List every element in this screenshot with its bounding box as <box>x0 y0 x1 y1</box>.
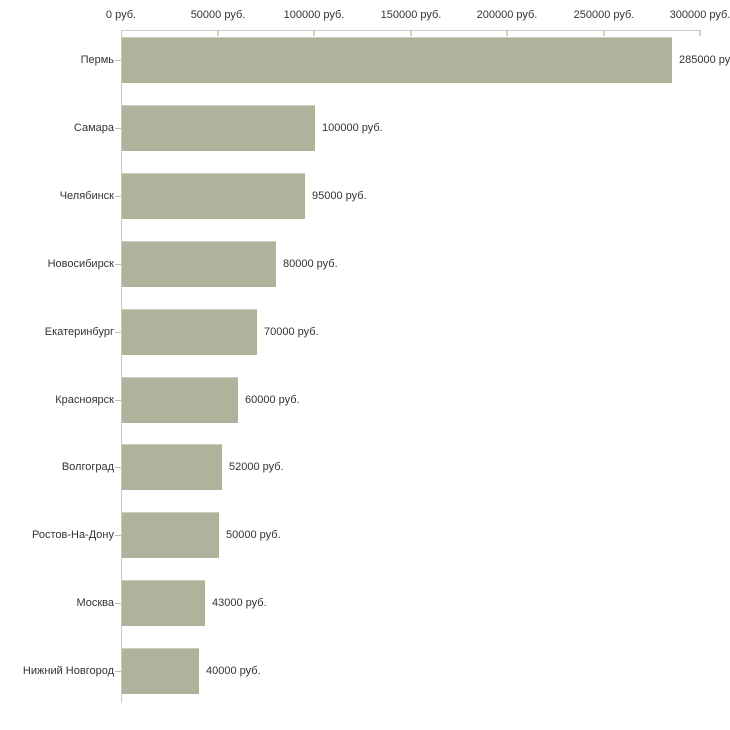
category-tick-mark <box>115 196 121 197</box>
category-tick-mark <box>115 128 121 129</box>
x-tick-label: 0 руб. <box>105 9 137 21</box>
category-tick-mark <box>115 60 121 61</box>
category-tick-mark <box>115 535 121 536</box>
category-label: Нижний Новгород <box>22 665 114 677</box>
bar <box>122 512 219 558</box>
value-label: 285000 руб. <box>679 54 730 66</box>
x-tick-label: 100000 руб. <box>283 9 345 21</box>
x-tick-mark <box>217 31 219 36</box>
category-label: Новосибирск <box>47 258 114 270</box>
x-tick-label: 250000 руб. <box>573 9 635 21</box>
category-label: Красноярск <box>55 394 114 406</box>
bar <box>122 377 238 423</box>
category-tick-mark <box>115 467 121 468</box>
category-label: Екатеринбург <box>44 326 114 338</box>
category-tick-mark <box>115 603 121 604</box>
bar <box>122 105 315 151</box>
category-tick-mark <box>115 264 121 265</box>
value-label: 70000 руб. <box>264 326 319 338</box>
category-tick-mark <box>115 400 121 401</box>
x-tick-mark <box>603 31 605 36</box>
value-label: 52000 руб. <box>229 461 284 473</box>
x-tick-mark <box>506 31 508 36</box>
value-label: 95000 руб. <box>312 190 367 202</box>
x-tick-label: 50000 руб. <box>190 9 246 21</box>
x-tick-mark <box>410 31 412 36</box>
category-label: Пермь <box>80 54 114 66</box>
bar <box>122 37 672 83</box>
category-label: Ростов-На-Дону <box>31 529 114 541</box>
category-label: Самара <box>73 122 114 134</box>
value-label: 100000 руб. <box>322 122 383 134</box>
x-axis-line <box>121 30 701 31</box>
category-tick-mark <box>115 332 121 333</box>
category-label: Волгоград <box>61 461 114 473</box>
bar <box>122 241 276 287</box>
bar <box>122 309 257 355</box>
x-tick-label: 150000 руб. <box>380 9 442 21</box>
value-label: 50000 руб. <box>226 529 281 541</box>
bar <box>122 173 305 219</box>
x-tick-label: 300000 руб. <box>669 9 730 21</box>
value-label: 80000 руб. <box>283 258 338 270</box>
x-tick-mark <box>699 31 701 36</box>
category-label: Москва <box>76 597 114 609</box>
bar <box>122 648 199 694</box>
x-tick-mark <box>313 31 315 36</box>
category-tick-mark <box>115 671 121 672</box>
value-label: 43000 руб. <box>212 597 267 609</box>
bar <box>122 444 222 490</box>
bar <box>122 580 205 626</box>
category-label: Челябинск <box>59 190 114 202</box>
x-tick-label: 200000 руб. <box>476 9 538 21</box>
y-axis-line <box>121 30 122 703</box>
value-label: 40000 руб. <box>206 665 261 677</box>
value-label: 60000 руб. <box>245 394 300 406</box>
